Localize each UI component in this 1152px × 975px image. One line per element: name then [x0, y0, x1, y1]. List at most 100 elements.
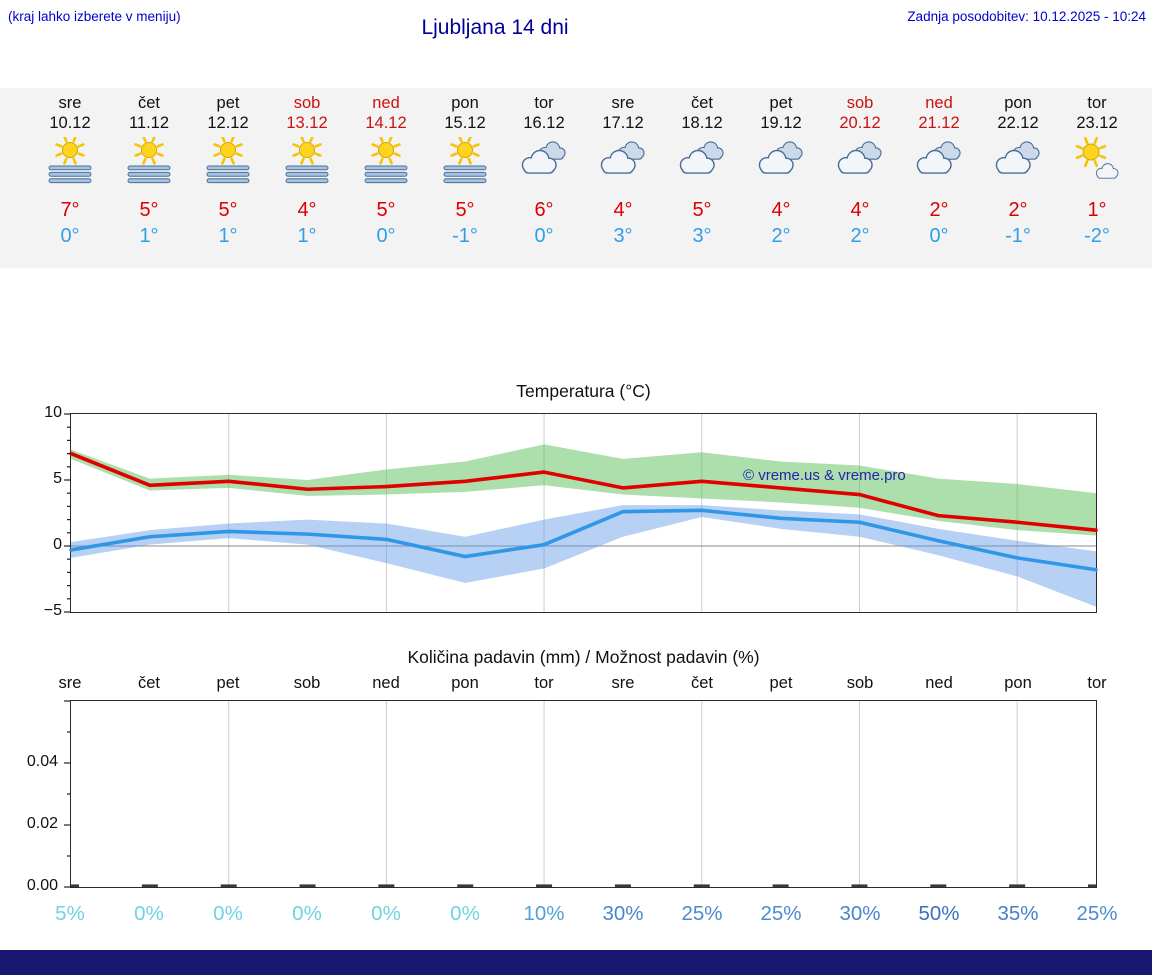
zero-precip-bar [930, 884, 947, 887]
day-name: čet [690, 94, 713, 112]
clouds-glyph [600, 141, 645, 174]
temp-axis-label: 0 [53, 536, 62, 553]
low-temp: 3° [692, 225, 712, 247]
sun-fog-glyph [443, 135, 487, 184]
clouds-glyph [916, 141, 961, 174]
zero-precip-bar [299, 884, 316, 887]
precip-probability: 30% [839, 902, 881, 925]
day-date: 17.12 [602, 114, 644, 132]
clouds-glyph [521, 141, 566, 174]
day-name: čet [137, 94, 160, 112]
forecast-day-column: sob 20.12 4° 2° [821, 88, 900, 248]
precip-probability: 25% [1076, 902, 1118, 925]
temperature-chart [64, 413, 1098, 613]
precip-axis-label: 0.00 [26, 877, 58, 894]
forecast-day-column: sre 17.12 4° 3° [584, 88, 663, 248]
forecast-day-column: tor 16.12 6° 0° [505, 88, 584, 248]
precip-day-label: čet [690, 674, 713, 692]
clouds-icon [505, 137, 584, 191]
clouds-icon [663, 137, 742, 191]
precip-probability: 0% [371, 902, 401, 925]
clouds-glyph [995, 141, 1040, 174]
sun-fog-glyph [206, 135, 250, 184]
precipitation-chart-canvas [64, 700, 1096, 888]
day-date: 16.12 [523, 114, 565, 132]
day-date: 12.12 [207, 114, 249, 132]
forecast-day-column: čet 11.12 5° 1° [110, 88, 189, 248]
high-temp: 4° [771, 199, 791, 221]
high-temp: 5° [692, 199, 712, 221]
precip-day-label: pet [216, 674, 240, 692]
day-date: 19.12 [760, 114, 802, 132]
low-temp: -2° [1084, 225, 1110, 247]
day-name: sre [611, 94, 635, 112]
low-temp: 2° [771, 225, 791, 247]
clouds-icon [979, 137, 1058, 191]
high-temp: 2° [929, 199, 949, 221]
high-temp: 6° [534, 199, 554, 221]
max-temp-range-band [71, 444, 1096, 536]
precip-probability: 25% [760, 902, 802, 925]
zero-precip-bar [457, 884, 474, 887]
sun-fog-icon [426, 135, 505, 191]
sun-fog-icon [110, 135, 189, 191]
clouds-glyph [758, 141, 803, 174]
day-name: ned [925, 94, 953, 112]
max-temp-line [69, 451, 1098, 532]
precip-day-label: sob [846, 674, 874, 692]
zero-precip-bar [772, 884, 789, 887]
day-name: pon [451, 94, 479, 112]
precip-day-label: tor [1087, 674, 1107, 692]
forecast-day-column: ned 14.12 5° 0° [347, 88, 426, 248]
clouds-icon [584, 137, 663, 191]
sun-fog-glyph [127, 135, 171, 184]
daily-forecast-strip: sre 10.12 7° 0° čet 11.12 5° 1° pet 12.12 5° 1° sob 1… [0, 88, 1152, 268]
day-name: pet [769, 94, 793, 112]
sun-cloud-glyph [1075, 136, 1119, 179]
precipitation-chart [64, 700, 1097, 888]
low-temp: -1° [452, 225, 478, 247]
low-temp: -1° [1005, 225, 1031, 247]
temp-axis-label: 10 [44, 404, 62, 421]
forecast-day-column: ned 21.12 2° 0° [900, 88, 979, 248]
low-temp: 3° [613, 225, 633, 247]
zero-precip-bar [1009, 884, 1026, 887]
low-temp: 0° [376, 225, 396, 247]
day-date: 10.12 [49, 114, 91, 132]
sun-fog-glyph [48, 135, 92, 184]
high-temp: 4° [613, 199, 633, 221]
high-temp: 4° [850, 199, 870, 221]
day-name: tor [1087, 94, 1107, 112]
day-name: ned [372, 94, 400, 112]
precip-day-label: sre [611, 674, 635, 692]
precip-day-label: sob [293, 674, 321, 692]
forecast-day-column: sre 10.12 7° 0° [31, 88, 110, 248]
zero-precip-bar [851, 884, 868, 887]
clouds-icon [821, 137, 900, 191]
precip-day-label: sre [58, 674, 82, 692]
min-temp-line [69, 508, 1098, 572]
precip-day-label: čet [137, 674, 160, 692]
day-name: tor [534, 94, 554, 112]
high-temp: 5° [376, 199, 396, 221]
location-menu-hint: (kraj lahko izberete v meniju) [8, 9, 181, 24]
low-temp: 0° [60, 225, 80, 247]
high-temp: 5° [218, 199, 238, 221]
precip-probability: 0% [134, 902, 164, 925]
day-date: 22.12 [997, 114, 1039, 132]
sun-fog-icon [31, 135, 110, 191]
forecast-day-column: čet 18.12 5° 3° [663, 88, 742, 248]
precip-probability: 30% [602, 902, 644, 925]
precip-day-label: pon [1004, 674, 1032, 692]
forecast-day-column: pet 12.12 5° 1° [189, 88, 268, 248]
last-updated-text: Zadnja posodobitev: 10.12.2025 - 10:24 [907, 9, 1146, 24]
day-name: sob [846, 94, 874, 112]
precip-probability: 0% [292, 902, 322, 925]
zero-precip-bar [536, 884, 553, 887]
forecast-day-column: pon 15.12 5° -1° [426, 88, 505, 248]
sun-fog-glyph [285, 135, 329, 184]
day-date: 11.12 [128, 114, 170, 132]
day-date: 14.12 [365, 114, 407, 132]
zero-precip-bar [378, 884, 395, 887]
precip-axis-label: 0.02 [26, 815, 58, 832]
